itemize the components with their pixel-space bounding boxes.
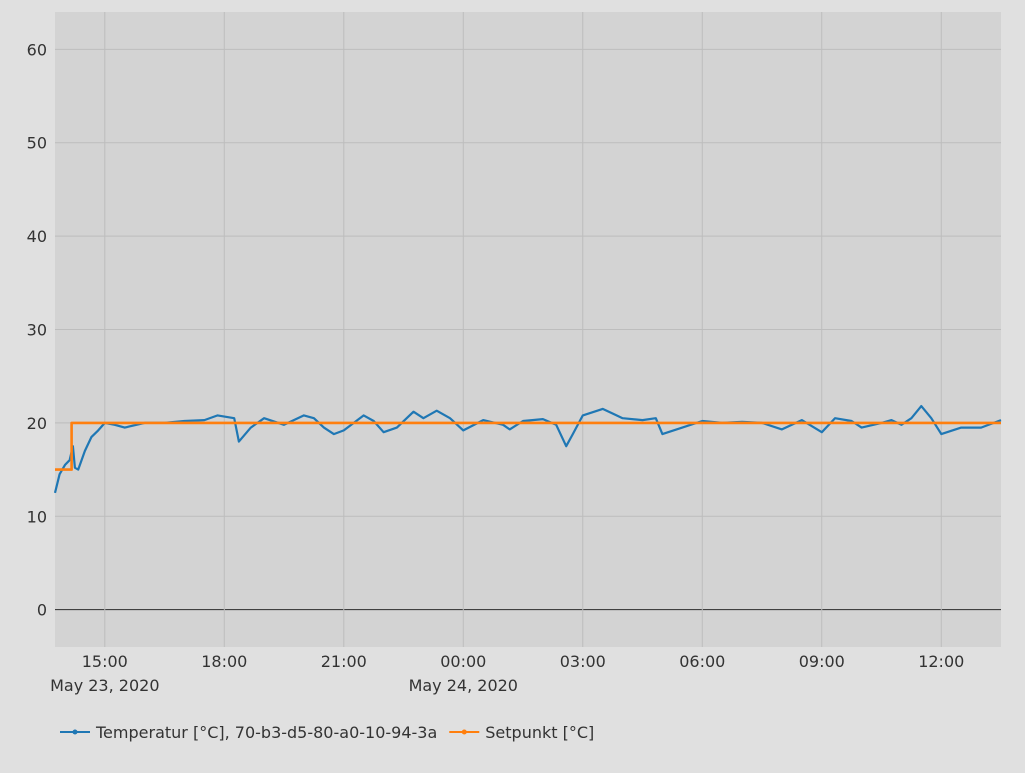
x-tick-label: 00:00	[440, 652, 486, 671]
legend-label: Temperatur [°C], 70-b3-d5-80-a0-10-94-3a	[95, 723, 437, 742]
x-tick-label: 18:00	[201, 652, 247, 671]
x-tick-label: 21:00	[321, 652, 367, 671]
y-tick-label: 40	[27, 227, 47, 246]
x-tick-label: 09:00	[799, 652, 845, 671]
y-tick-label: 20	[27, 414, 47, 433]
axes: 0 10 20 30 40 50 60 15:00 May 23, 2020 18:00 21:00…	[27, 40, 965, 695]
x-date-label: May 24, 2020	[409, 676, 518, 695]
legend-item-setpoint[interactable]: Setpunkt [°C]	[449, 723, 594, 742]
x-tick-label: 15:00	[82, 652, 128, 671]
legend-label: Setpunkt [°C]	[485, 723, 594, 742]
x-tick-label: 06:00	[679, 652, 725, 671]
temperature-series-line	[53, 405, 1002, 494]
y-tick-label: 60	[27, 40, 47, 59]
legend-marker	[461, 729, 467, 735]
series	[53, 405, 1002, 494]
legend-item-temperature[interactable]: Temperatur [°C], 70-b3-d5-80-a0-10-94-3a	[60, 723, 437, 742]
x-tick-label: 12:00	[918, 652, 964, 671]
legend-marker	[72, 729, 78, 735]
y-tick-label: 50	[27, 134, 47, 153]
y-tick-label: 10	[27, 507, 47, 526]
y-tick-label: 30	[27, 321, 47, 340]
legend[interactable]: Temperatur [°C], 70-b3-d5-80-a0-10-94-3a…	[60, 723, 594, 742]
y-tick-label: 0	[37, 601, 47, 620]
setpoint-series-line	[55, 421, 1001, 471]
x-date-label: May 23, 2020	[50, 676, 159, 695]
x-tick-label: 03:00	[560, 652, 606, 671]
